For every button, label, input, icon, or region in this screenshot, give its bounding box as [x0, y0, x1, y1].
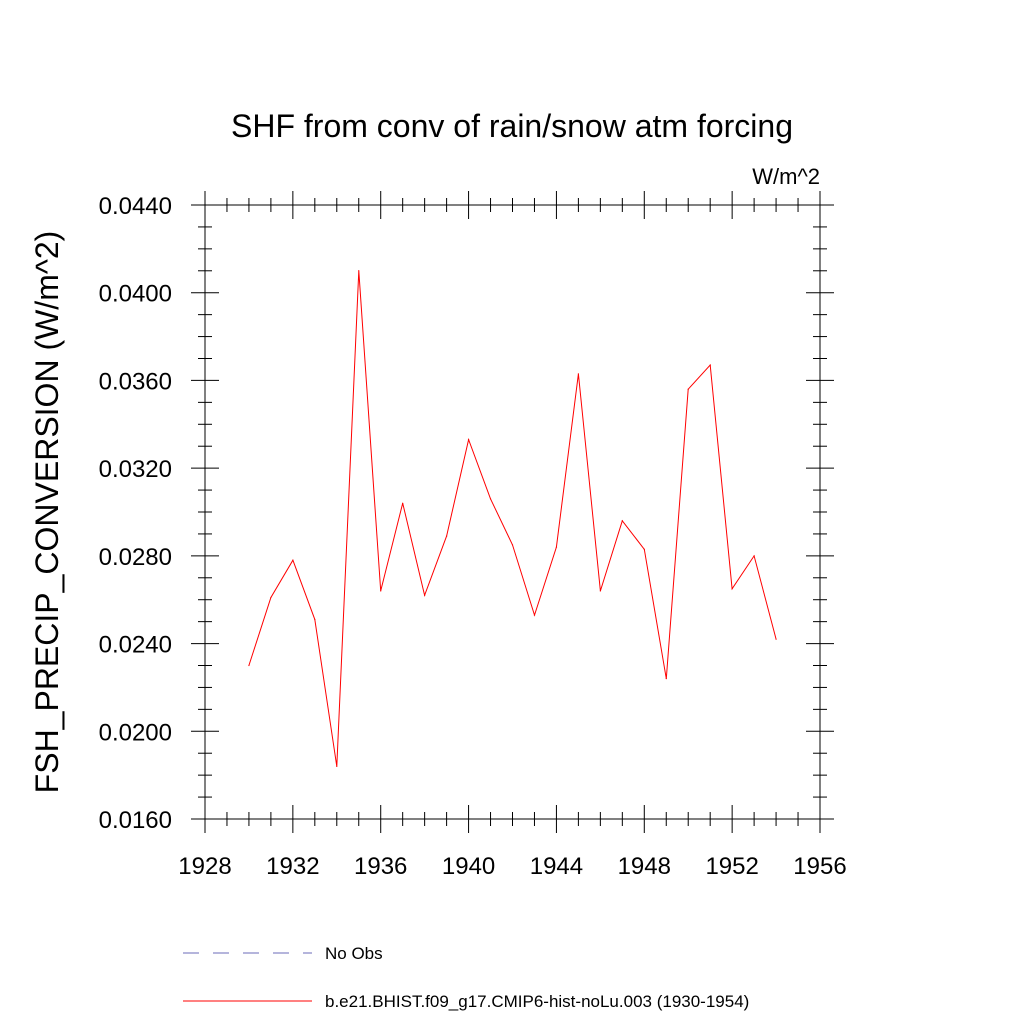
- y-tick-label: 0.0280: [99, 544, 172, 571]
- data-point: [577, 373, 579, 375]
- data-point: [380, 590, 382, 592]
- x-tick-label: 1932: [266, 853, 319, 880]
- data-point: [336, 765, 338, 767]
- data-point: [511, 544, 514, 546]
- data-point: [555, 546, 558, 548]
- y-tick-label: 0.0160: [99, 807, 172, 834]
- legend: No Obs b.e21.BHIST.f09_g17.CMIP6-hist-noL…: [183, 944, 749, 1011]
- data-point: [402, 502, 404, 504]
- y-tick-label: 0.0240: [99, 632, 172, 659]
- data-point: [292, 559, 294, 561]
- x-tick-label: 1952: [705, 853, 758, 880]
- axis-ticks: [191, 191, 834, 833]
- data-point: [753, 555, 755, 557]
- data-point: [248, 664, 250, 667]
- data-point: [709, 364, 711, 366]
- y-tick-label: 0.0440: [99, 193, 172, 220]
- data-point: [446, 535, 448, 537]
- data-point: [358, 270, 360, 272]
- data-point: [665, 678, 667, 680]
- axis-tick-labels: 1928 1932 1936 1940 1944 1948 1952 1956 0.0160 0.…: [99, 193, 847, 880]
- x-tick-label: 1944: [530, 853, 583, 880]
- legend-label: No Obs: [325, 944, 383, 963]
- chart-title: SHF from conv of rain/snow atm forcing: [231, 108, 793, 144]
- y-tick-label: 0.0320: [99, 456, 172, 483]
- x-tick-label: 1940: [442, 853, 495, 880]
- data-point: [314, 618, 316, 621]
- x-tick-label: 1928: [178, 853, 231, 880]
- x-tick-label: 1956: [793, 853, 846, 880]
- data-point: [533, 614, 536, 616]
- data-point: [687, 388, 689, 390]
- y-tick-label: 0.0360: [99, 368, 172, 395]
- data-point: [775, 638, 777, 640]
- data-point: [489, 498, 492, 500]
- units-label: W/m^2: [752, 164, 820, 189]
- y-tick-label: 0.0200: [99, 719, 172, 746]
- series-layer: [248, 270, 777, 767]
- x-tick-label: 1936: [354, 853, 407, 880]
- y-axis-label: FSH_PRECIP_CONVERSION (W/m^2): [29, 231, 65, 794]
- data-point: [424, 594, 426, 596]
- data-point: [643, 548, 645, 550]
- y-tick-label: 0.0400: [99, 281, 172, 308]
- x-tick-label: 1948: [618, 853, 671, 880]
- data-point: [467, 439, 470, 441]
- legend-label: b.e21.BHIST.f09_g17.CMIP6-hist-noLu.003 …: [325, 992, 749, 1011]
- data-point: [599, 590, 601, 592]
- data-point: [731, 588, 733, 590]
- data-point: [621, 520, 623, 522]
- series-line: [248, 270, 777, 767]
- plot-frame: [204, 204, 821, 820]
- data-point: [270, 596, 272, 599]
